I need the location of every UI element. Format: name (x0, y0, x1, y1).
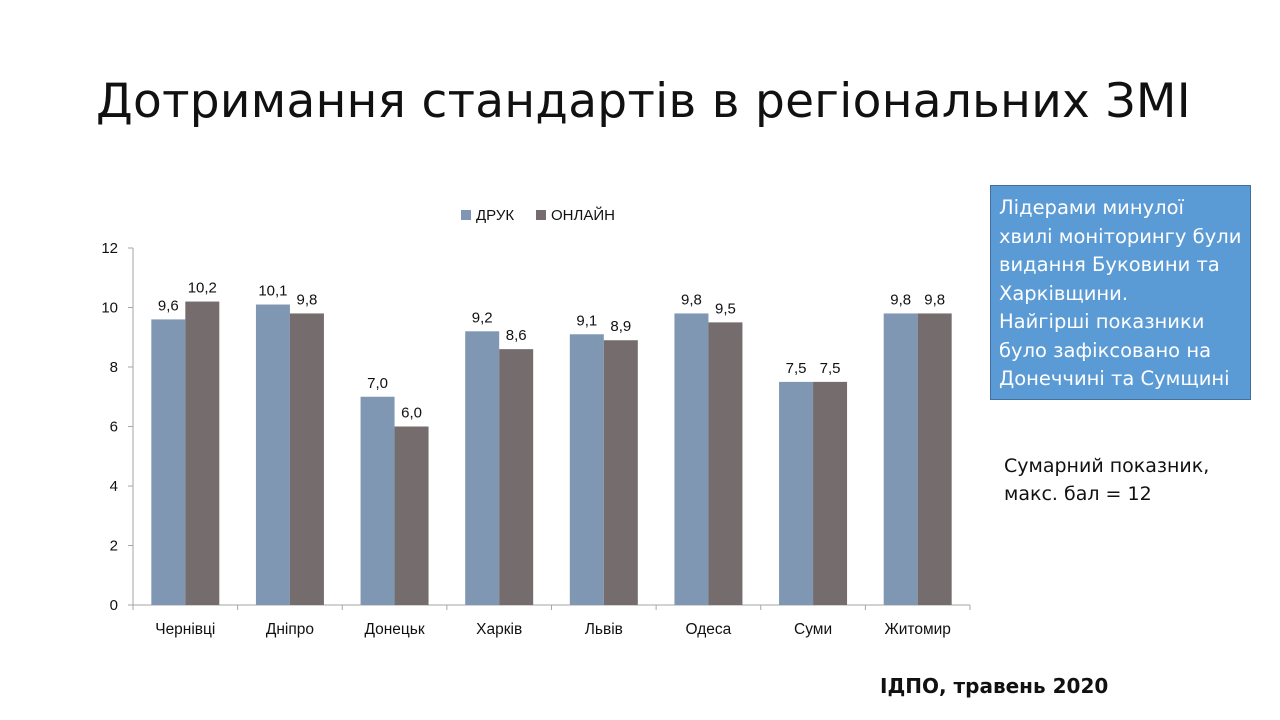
bar-online (917, 313, 952, 605)
x-tick-label: Суми (794, 621, 832, 638)
x-tick-label: Чернівці (155, 621, 215, 638)
data-label: 10,2 (188, 280, 217, 297)
data-label: 9,1 (576, 312, 597, 329)
bar-print (674, 313, 709, 605)
data-label: 9,5 (715, 300, 736, 317)
bar-online (603, 340, 638, 605)
data-label: 9,8 (297, 291, 318, 308)
callout-line: Найгірші показники (999, 310, 1205, 333)
y-tick-label: 4 (110, 478, 118, 495)
callout-line: хвилі моніторингу були (999, 224, 1242, 248)
bar-online (185, 301, 220, 605)
data-label: 9,6 (158, 297, 179, 314)
bar-print (779, 381, 814, 605)
data-label: 8,9 (610, 318, 631, 335)
bar-online (813, 381, 848, 605)
data-label: 10,1 (258, 283, 287, 300)
y-tick-label: 10 (101, 300, 118, 317)
bar-print (569, 334, 604, 605)
bar-online (289, 313, 324, 605)
y-tick-label: 6 (110, 419, 118, 436)
data-label: 9,8 (890, 291, 911, 308)
note-line: Сумарний показник, (1004, 455, 1210, 477)
data-label: 9,8 (681, 291, 702, 308)
callout-box: Лідерами минулої хвилі моніторингу були … (990, 185, 1251, 400)
slide-title: Дотримання стандартів в регіональних ЗМІ (96, 74, 1191, 129)
bar-online (499, 349, 534, 605)
data-label: 8,6 (506, 327, 527, 344)
bar-print (255, 304, 290, 605)
note-line: макс. бал = 12 (1004, 483, 1152, 505)
callout-line: Донеччині та Сумщині (999, 367, 1230, 390)
bar-print (360, 396, 395, 605)
callout-line: Лідерами минулої (999, 196, 1184, 219)
bar-print (151, 319, 186, 605)
score-note: Сумарний показник, макс. бал = 12 (1004, 452, 1244, 508)
bar-online (708, 322, 743, 605)
callout-line: видання Буковини та (999, 253, 1220, 276)
legend-swatch (461, 210, 471, 220)
bar-print (883, 313, 918, 605)
data-label: 9,2 (472, 309, 493, 326)
source-credit: ІДПО, травень 2020 (880, 674, 1109, 698)
x-tick-label: Одеса (686, 621, 732, 638)
data-label: 7,0 (367, 375, 388, 392)
x-tick-label: Львів (585, 621, 623, 638)
data-label: 7,5 (820, 360, 841, 377)
x-tick-label: Харків (476, 621, 522, 638)
bar-online (394, 426, 429, 605)
legend-label: ОНЛАЙН (551, 206, 615, 224)
legend-label: ДРУК (476, 207, 514, 224)
y-tick-label: 8 (110, 359, 118, 376)
bar-chart: 0 2 4 6 8 10 12 9,6 10,2 Чернівці 10,1 9,8 Дніпро 7,0… (101, 206, 971, 638)
y-tick-label: 2 (110, 538, 118, 555)
y-tick-label: 0 (110, 597, 118, 614)
x-tick-label: Житомир (884, 621, 950, 638)
legend-swatch (536, 210, 546, 220)
callout-line: було зафіксовано на (999, 338, 1212, 362)
callout-line: Харківщини. (999, 281, 1129, 305)
data-label: 6,0 (401, 405, 422, 422)
x-tick-label: Донецьк (364, 621, 424, 638)
bar-print (465, 331, 500, 605)
data-label: 9,8 (924, 291, 945, 308)
y-tick-label: 12 (101, 240, 118, 257)
data-label: 7,5 (786, 360, 807, 377)
x-tick-label: Дніпро (266, 621, 314, 638)
